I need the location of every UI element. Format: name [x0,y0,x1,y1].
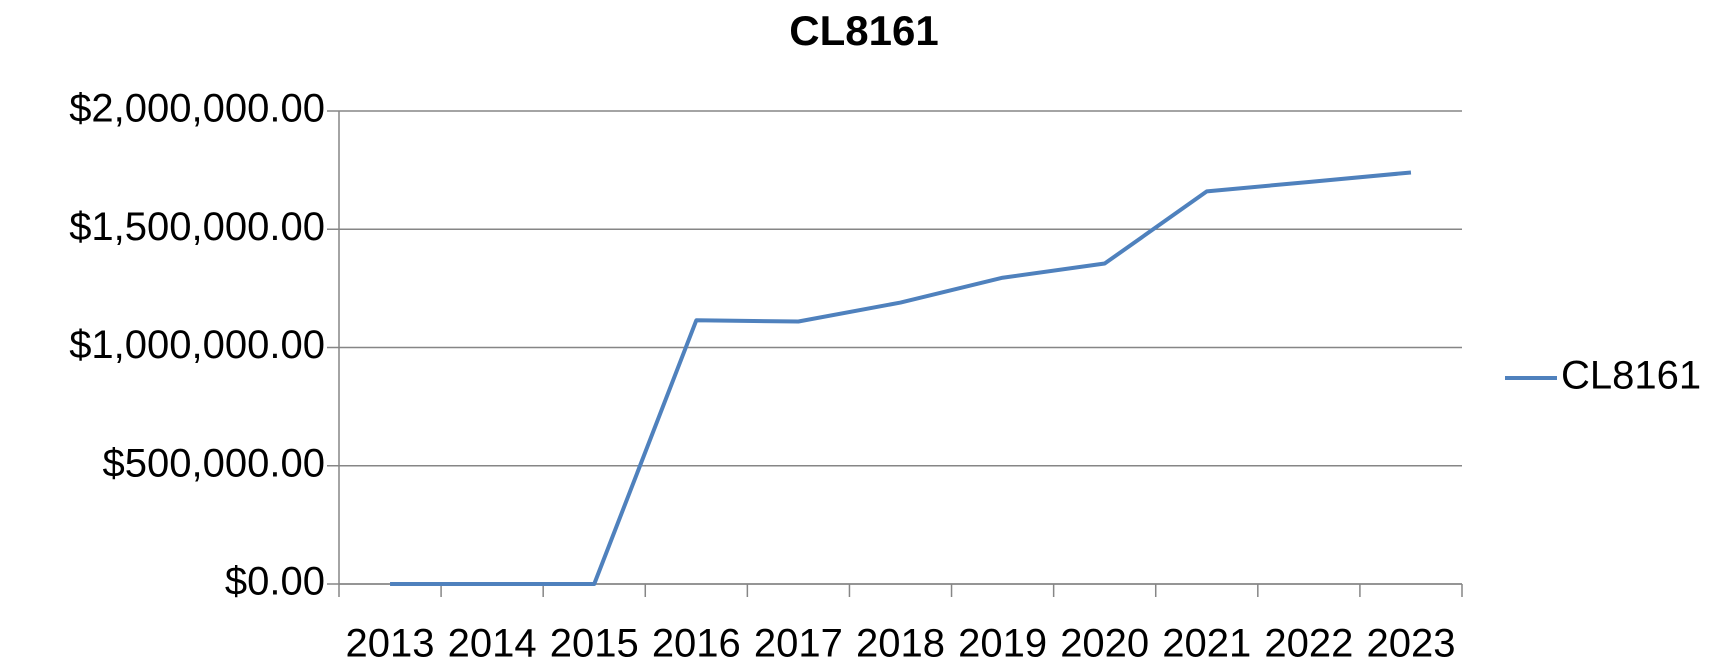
x-tick-label: 2014 [448,622,537,663]
y-tick-label: $2,000,000.00 [69,87,325,131]
x-tick-label: 2022 [1264,622,1353,663]
data-line [390,170,1412,586]
y-tick-label: $500,000.00 [103,441,325,485]
y-tick-label: $1,000,000.00 [69,323,325,367]
chart-title: CL8161 [789,7,938,54]
x-tick-label: 2017 [754,622,843,663]
x-tick-label: 2021 [1162,622,1251,663]
x-tick-label: 2015 [550,622,639,663]
x-tick-label: 2013 [346,622,435,663]
x-tick-label: 2018 [856,622,945,663]
legend-label: CL8161 [1561,354,1701,398]
y-tick-label: $1,500,000.00 [69,205,325,249]
x-tick-label: 2016 [652,622,741,663]
x-tick-label: 2020 [1060,622,1149,663]
x-tick-label: 2019 [958,622,1047,663]
y-tick-label: $0.00 [225,560,325,604]
x-tick-label: 2023 [1366,622,1455,663]
